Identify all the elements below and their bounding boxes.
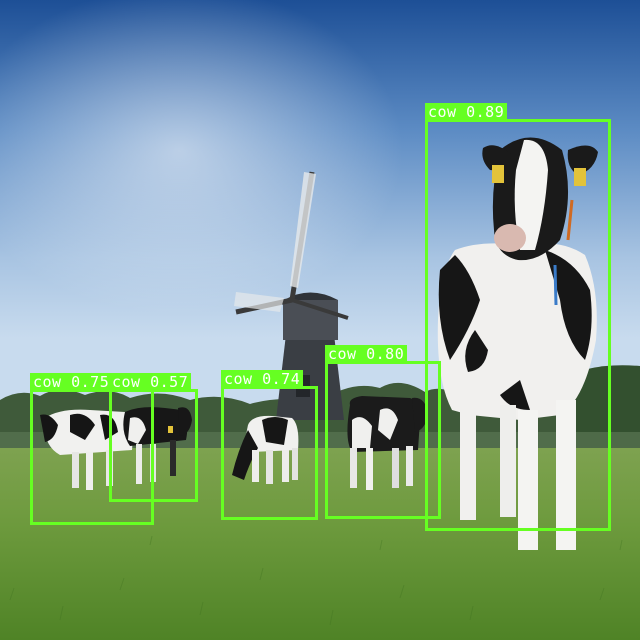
detection-box-cow-3: cow 0.75 — [30, 373, 154, 525]
detection-label: cow 0.74 — [221, 370, 304, 388]
detection-label: cow 0.75 — [30, 373, 113, 391]
detection-box-cow-1: cow 0.80 — [325, 345, 441, 519]
detection-box-cow-2: cow 0.74 — [221, 370, 318, 520]
detection-box-cow-0: cow 0.89 — [425, 103, 611, 531]
detection-label: cow 0.57 — [109, 373, 192, 391]
detection-label: cow 0.80 — [325, 345, 408, 363]
detection-box-cow-4: cow 0.57 — [109, 373, 198, 502]
detection-label: cow 0.89 — [425, 103, 508, 121]
